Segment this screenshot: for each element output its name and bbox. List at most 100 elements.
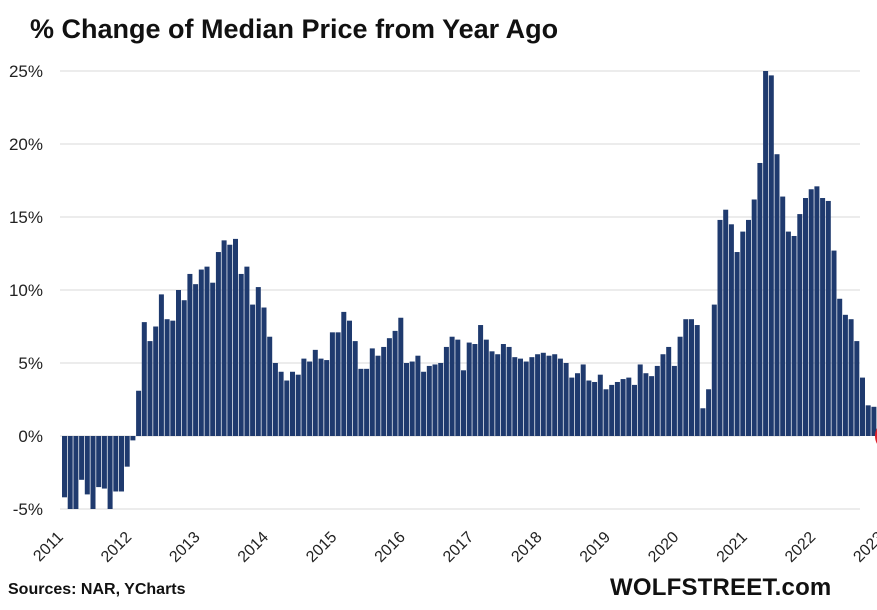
- bar: [871, 406, 877, 436]
- bar: [700, 408, 706, 436]
- bar: [141, 322, 147, 436]
- bar: [204, 266, 210, 436]
- bar: [278, 371, 284, 436]
- chart-title: % Change of Median Price from Year Ago: [30, 14, 559, 44]
- x-tick-label: 2011: [30, 529, 66, 565]
- bar: [785, 231, 791, 436]
- bar: [865, 405, 871, 436]
- x-tick-label: 2014: [235, 529, 272, 566]
- bar: [609, 384, 615, 436]
- x-tick-label: 2016: [372, 529, 409, 566]
- bar: [170, 320, 176, 436]
- bar: [620, 379, 626, 436]
- sources-note: Sources: NAR, YCharts: [8, 581, 186, 598]
- bar: [512, 357, 518, 436]
- y-tick-label: -5%: [13, 500, 43, 519]
- y-tick-label: 25%: [9, 62, 43, 81]
- bar: [552, 354, 558, 436]
- bar: [176, 290, 181, 436]
- x-tick-label: 2015: [303, 529, 340, 566]
- bar: [409, 361, 415, 436]
- bar: [347, 320, 352, 436]
- bar: [181, 300, 187, 436]
- bar: [842, 314, 848, 436]
- y-tick-label: 10%: [9, 281, 43, 300]
- bar: [774, 154, 780, 436]
- bar: [84, 436, 90, 495]
- brand-logo: WOLFSTREET.com: [610, 574, 832, 601]
- bar: [728, 224, 734, 436]
- bar: [689, 319, 694, 436]
- bar: [335, 332, 341, 436]
- bar: [603, 389, 609, 436]
- bar: [215, 252, 221, 436]
- bar: [187, 273, 193, 436]
- bar: [227, 244, 233, 436]
- bar: [666, 346, 672, 436]
- x-tick-label: 2021: [714, 529, 751, 566]
- bar: [489, 351, 495, 436]
- bar: [757, 162, 763, 437]
- bar: [717, 219, 723, 436]
- bar: [415, 355, 421, 436]
- bar: [312, 349, 318, 436]
- bar: [557, 358, 563, 436]
- bar: [164, 319, 170, 436]
- bar: [569, 377, 575, 436]
- bar: [614, 381, 620, 436]
- bar: [221, 240, 227, 436]
- bar: [73, 436, 79, 509]
- bar: [711, 304, 717, 436]
- bar: [586, 380, 592, 436]
- bar: [324, 360, 330, 436]
- bar: [449, 336, 455, 436]
- bar: [803, 198, 808, 436]
- bar: [261, 307, 267, 436]
- bar: [466, 342, 472, 436]
- bar: [478, 325, 484, 436]
- bar: [506, 346, 512, 436]
- bar: [848, 319, 854, 436]
- y-tick-label: 0%: [18, 427, 43, 446]
- bar: [763, 71, 769, 436]
- bar: [797, 214, 803, 436]
- bar: [107, 436, 113, 509]
- bar: [119, 436, 124, 492]
- bar: [421, 371, 427, 436]
- bar: [597, 374, 603, 436]
- bar: [461, 370, 466, 436]
- x-tick-label: 2012: [98, 529, 135, 566]
- bar: [694, 325, 700, 436]
- bar: [540, 352, 546, 436]
- bar: [329, 332, 335, 436]
- highlight-circle: [875, 428, 877, 444]
- bar: [352, 341, 358, 436]
- bar: [592, 381, 598, 436]
- bar: [250, 304, 256, 436]
- bar: [432, 364, 438, 436]
- bar: [535, 354, 541, 436]
- bar: [210, 282, 216, 436]
- bar: [426, 365, 432, 436]
- bar: [392, 330, 398, 436]
- bar: [386, 338, 392, 436]
- bar: [124, 436, 130, 467]
- bar: [267, 336, 273, 436]
- bar: [130, 436, 136, 441]
- bar: [136, 390, 142, 436]
- annotation: [875, 428, 877, 444]
- bar: [483, 339, 489, 436]
- bar: [472, 344, 478, 436]
- bar: [523, 361, 529, 436]
- bar: [193, 284, 199, 436]
- bar: [746, 219, 751, 436]
- bar: [307, 361, 313, 436]
- x-tick-label: 2017: [440, 529, 477, 566]
- bar: [518, 358, 523, 436]
- bar: [233, 238, 238, 436]
- bar: [632, 384, 637, 436]
- bar: [101, 436, 107, 489]
- x-axis: 2011 2012 2013 2014 2015 2016 2017 2018 2019 2020…: [30, 529, 877, 566]
- bar: [529, 357, 535, 436]
